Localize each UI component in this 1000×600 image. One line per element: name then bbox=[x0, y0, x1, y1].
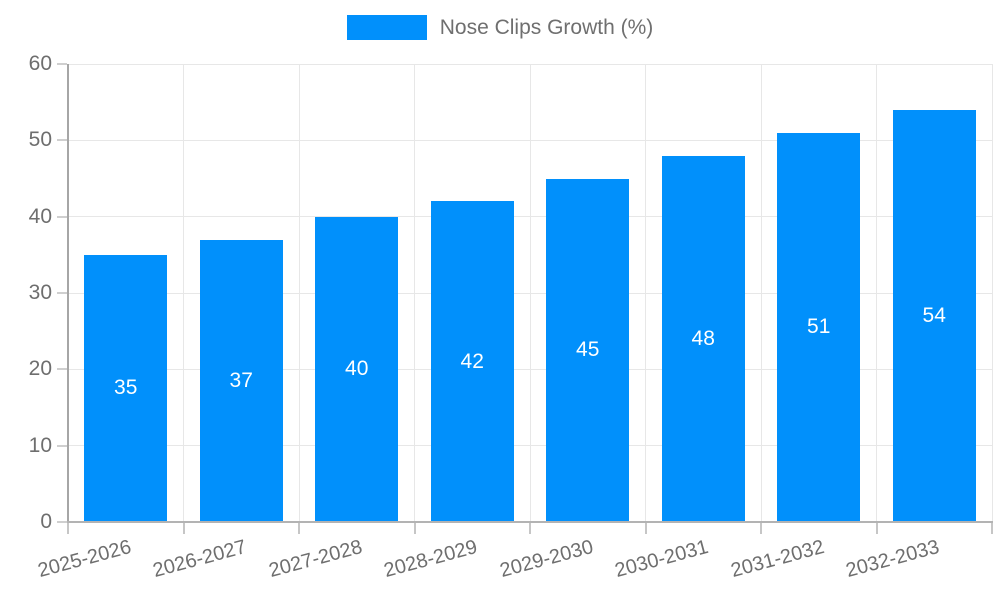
x-tick-mark bbox=[413, 523, 416, 534]
x-tick-mark bbox=[875, 523, 878, 534]
bar[interactable]: 42 bbox=[430, 201, 514, 522]
y-tick-mark bbox=[57, 63, 67, 65]
x-tick-mark bbox=[298, 523, 300, 534]
y-axis-tick-label: 10 bbox=[28, 433, 52, 457]
x-axis-label-text: 2032-2033 bbox=[843, 536, 942, 583]
bar[interactable]: 40 bbox=[315, 216, 399, 522]
y-tick-mark bbox=[57, 139, 67, 142]
y-tick-mark bbox=[57, 292, 67, 294]
bar-value-label: 40 bbox=[345, 357, 369, 381]
x-axis-label-text: 2026-2027 bbox=[150, 536, 249, 583]
y-tick-mark bbox=[57, 444, 67, 447]
bar-value-label: 42 bbox=[460, 349, 484, 373]
y-axis-line bbox=[67, 64, 69, 522]
y-axis-tick-label: 30 bbox=[28, 281, 52, 304]
x-tick-mark bbox=[760, 523, 762, 534]
bar[interactable]: 35 bbox=[84, 254, 168, 522]
y-axis-tick-label: 0 bbox=[40, 510, 52, 533]
x-axis-label-text: 2030-2031 bbox=[612, 536, 711, 583]
legend-swatch-icon bbox=[346, 15, 427, 40]
plot-area: 0 10 20 30 40 50 60 35 37 40 42 45 48 51 54 2025-2026 20… bbox=[29, 52, 993, 582]
x-axis-label-text: 2031-2032 bbox=[728, 536, 827, 583]
y-tick-mark bbox=[57, 368, 67, 371]
v-gridline bbox=[645, 64, 646, 522]
y-axis-tick-label: 60 bbox=[28, 52, 52, 75]
bar[interactable]: 37 bbox=[199, 239, 283, 522]
bar[interactable]: 54 bbox=[892, 109, 976, 522]
v-gridline bbox=[414, 64, 415, 522]
x-axis-label-text: 2027-2028 bbox=[266, 536, 365, 583]
y-axis-tick-label: 50 bbox=[28, 128, 52, 152]
legend: Nose Clips Growth (%) bbox=[0, 15, 1000, 40]
x-axis-label-text: 2029-2030 bbox=[497, 536, 596, 583]
y-axis-tick-label: 20 bbox=[28, 357, 52, 381]
x-tick-mark bbox=[644, 523, 647, 534]
legend-label: Nose Clips Growth (%) bbox=[439, 15, 654, 39]
x-tick-mark bbox=[67, 523, 69, 534]
bar-value-label: 45 bbox=[576, 338, 600, 362]
y-tick-mark bbox=[57, 215, 67, 218]
x-axis-label-text: 2028-2029 bbox=[381, 536, 480, 583]
v-gridline bbox=[991, 64, 993, 522]
bar[interactable]: 45 bbox=[546, 178, 630, 522]
x-tick-mark bbox=[529, 523, 531, 534]
bar-value-label: 51 bbox=[807, 315, 831, 339]
x-tick-mark bbox=[991, 523, 993, 534]
v-gridline bbox=[529, 64, 531, 522]
bar-value-label: 37 bbox=[229, 368, 253, 392]
v-gridline bbox=[183, 64, 184, 522]
v-gridline bbox=[298, 64, 300, 522]
y-tick-mark bbox=[57, 521, 67, 523]
bar-value-label: 54 bbox=[922, 303, 946, 327]
x-axis-line bbox=[67, 521, 993, 523]
v-gridline bbox=[876, 64, 877, 522]
v-gridline bbox=[760, 64, 762, 522]
x-axis-label-text: 2025-2026 bbox=[35, 536, 134, 583]
x-tick-mark bbox=[182, 523, 185, 534]
y-axis-tick-label: 40 bbox=[28, 204, 52, 228]
bar-value-label: 35 bbox=[114, 376, 138, 400]
bar[interactable]: 51 bbox=[777, 132, 861, 522]
legend-item[interactable]: Nose Clips Growth (%) bbox=[346, 15, 654, 40]
bar-value-label: 48 bbox=[691, 326, 715, 350]
bar[interactable]: 48 bbox=[661, 155, 745, 522]
